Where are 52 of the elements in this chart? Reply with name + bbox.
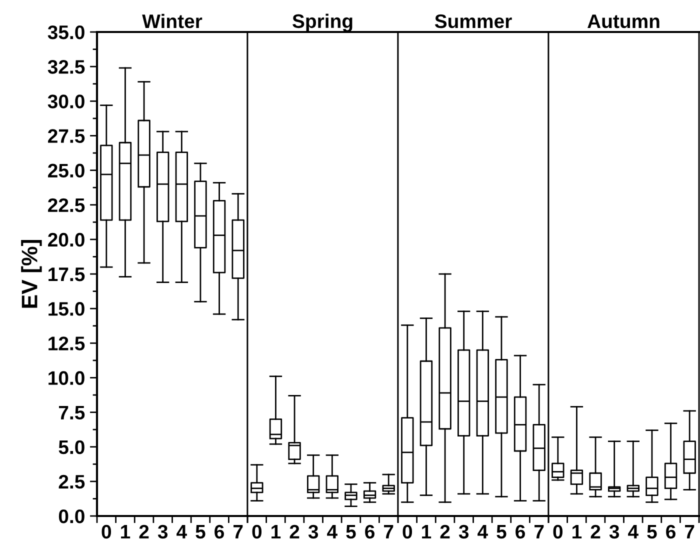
x-tick-label: 7	[685, 525, 694, 538]
x-tick-label: 4	[628, 525, 638, 538]
x-tick-label: 1	[272, 525, 281, 538]
x-tick-label: 0	[553, 524, 563, 539]
chart-title: Winter	[142, 14, 202, 28]
y-tick-label: 17.5	[48, 268, 85, 282]
x-tick-label: 5	[647, 525, 657, 539]
x-tick-label: 5	[496, 525, 506, 539]
x-tick-label: 3	[609, 524, 620, 539]
x-tick-label: 5	[346, 525, 356, 539]
x-tick-label: 3	[158, 524, 168, 539]
x-tick-label: 4	[327, 525, 338, 538]
x-tick-label: 7	[234, 525, 243, 538]
x-tick-label: 4	[176, 525, 187, 538]
x-tick-label: 2	[440, 524, 450, 538]
y-tick-label: 5.0	[58, 440, 84, 454]
x-tick-label: 6	[516, 524, 525, 539]
x-tick-label: 2	[139, 524, 149, 538]
chart-title: Spring	[292, 14, 352, 32]
x-tick-label: 4	[478, 525, 488, 538]
chart-title: Summer	[434, 14, 512, 28]
chart-title: Autumn	[588, 14, 660, 28]
y-tick-label: 32.5	[48, 60, 85, 74]
x-tick-label: 0	[252, 524, 262, 539]
x-tick-label: 0	[102, 524, 112, 539]
x-tick-label: 6	[214, 524, 224, 539]
y-tick-label: 30.0	[48, 94, 84, 108]
y-tick-label: 20.0	[48, 232, 84, 247]
x-tick-label: 7	[534, 525, 544, 538]
x-tick-label: 6	[365, 524, 374, 539]
y-tick-label: 35.0	[48, 25, 84, 40]
y-tick-label: 7.5	[59, 406, 85, 420]
x-tick-label: 3	[458, 524, 469, 539]
y-axis-title: EV [%]	[21, 240, 42, 308]
y-tick-label: 27.5	[48, 129, 85, 143]
x-tick-label: 3	[308, 524, 318, 539]
y-tick-label: 0.0	[58, 509, 84, 524]
y-tick-label: 10.0	[48, 371, 84, 385]
x-tick-label: 1	[121, 525, 130, 538]
y-tick-label: 15.0	[48, 302, 84, 316]
y-tick-label: 2.5	[58, 474, 85, 489]
x-tick-label: 7	[384, 525, 394, 538]
x-tick-label: 2	[590, 524, 600, 538]
x-tick-label: 2	[290, 524, 300, 538]
x-tick-label: 5	[196, 525, 206, 539]
y-tick-label: 25.0	[48, 164, 84, 178]
x-tick-label: 1	[422, 525, 432, 538]
x-tick-label: 6	[666, 524, 676, 539]
x-tick-label: 0	[402, 524, 412, 539]
y-tick-label: 22.5	[48, 198, 85, 212]
x-tick-label: 1	[572, 525, 582, 538]
y-tick-label: 12.5	[48, 336, 85, 350]
